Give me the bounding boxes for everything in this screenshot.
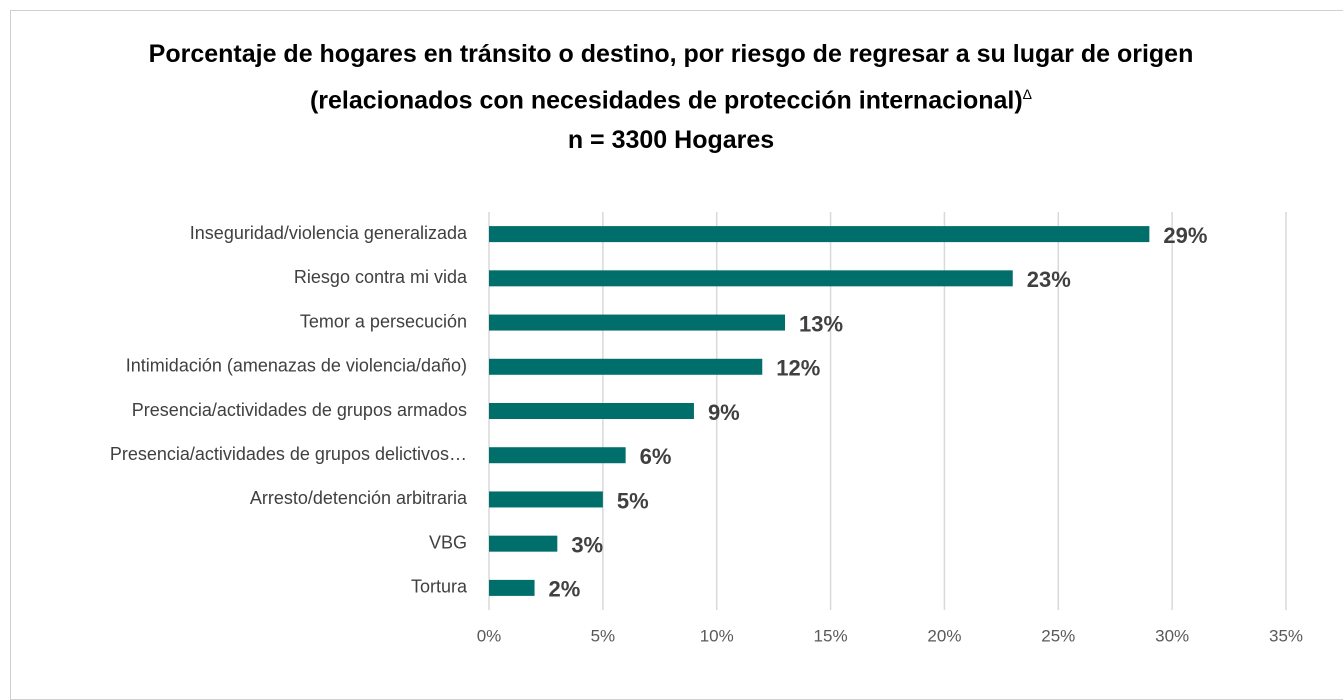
x-tick-label: 15% bbox=[814, 626, 848, 645]
bar bbox=[489, 226, 1150, 243]
bar bbox=[489, 579, 535, 596]
y-tick-label: Tortura bbox=[411, 577, 468, 597]
x-tick-label: 20% bbox=[927, 626, 961, 645]
data-label: 12% bbox=[776, 356, 820, 381]
data-label: 13% bbox=[799, 311, 843, 336]
y-tick-label: Riesgo contra mi vida bbox=[294, 267, 468, 287]
bar bbox=[489, 403, 694, 419]
chart-subtitle: n = 3300 Hogares bbox=[567, 126, 775, 155]
y-tick-label: Temor a persecución bbox=[300, 311, 467, 331]
x-tick-label: 10% bbox=[700, 626, 734, 645]
x-tick-label: 0% bbox=[477, 626, 502, 645]
y-tick-label: Arresto/detención arbitraria bbox=[250, 488, 468, 508]
data-label: 9% bbox=[708, 400, 740, 425]
title-marker: Δ bbox=[1022, 86, 1033, 102]
data-label: 3% bbox=[571, 532, 603, 557]
y-tick-label: VBG bbox=[429, 532, 467, 552]
y-tick-label: Intimidación (amenazas de violencia/daño… bbox=[126, 356, 467, 376]
y-tick-label: Presencia/actividades de grupos armados bbox=[132, 400, 467, 420]
x-tick-label: 25% bbox=[1041, 626, 1075, 645]
chart-title: Porcentaje de hogares en tránsito o dest… bbox=[148, 40, 1194, 115]
bar bbox=[489, 491, 603, 508]
x-tick-label: 5% bbox=[591, 626, 616, 645]
data-label: 29% bbox=[1163, 223, 1207, 248]
bar bbox=[489, 447, 626, 464]
data-label: 6% bbox=[640, 444, 672, 469]
chart-title-block: Porcentaje de hogares en tránsito o dest… bbox=[121, 34, 1221, 160]
data-label: 23% bbox=[1027, 267, 1071, 292]
x-tick-label: 35% bbox=[1269, 626, 1303, 645]
data-label: 5% bbox=[617, 488, 649, 513]
bar bbox=[489, 314, 786, 331]
data-label: 2% bbox=[549, 577, 581, 602]
bar bbox=[489, 358, 763, 375]
bar bbox=[489, 270, 1013, 287]
x-tick-label: 30% bbox=[1155, 626, 1189, 645]
y-tick-label: Inseguridad/violencia generalizada bbox=[190, 223, 468, 243]
y-tick-label: Presencia/actividades de grupos delictiv… bbox=[110, 444, 467, 464]
bar bbox=[489, 535, 558, 552]
